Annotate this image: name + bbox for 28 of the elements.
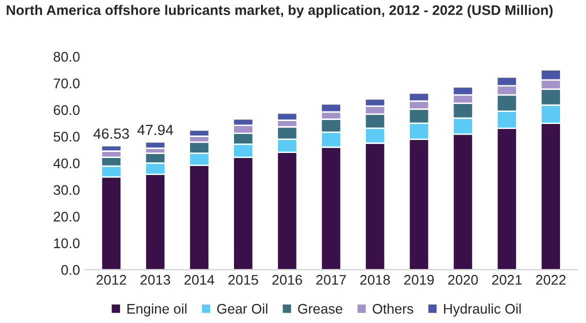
y-tick-label: 20.0 [54, 212, 80, 222]
x-tick-label: 2013 [140, 274, 170, 285]
total-label: 46.53 [93, 128, 129, 139]
legend-label: Grease [298, 304, 342, 314]
y-tick-label: 50.0 [54, 132, 80, 142]
y-tick-label: 0.0 [61, 265, 80, 275]
legend-label: Engine oil [127, 304, 186, 316]
x-tick-label: 2020 [448, 274, 478, 285]
y-tick-label: 10.0 [54, 238, 80, 248]
x-tick-label: 2016 [272, 274, 302, 285]
x-tick-label: 2015 [228, 274, 258, 285]
x-tick-label: 2017 [316, 274, 346, 285]
y-tick-label: 40.0 [53, 158, 80, 168]
y-tick-label: 60.0 [54, 105, 80, 115]
x-tick-label: 2019 [404, 274, 434, 285]
x-tick-label: 2012 [96, 274, 126, 285]
x-tick-label: 2018 [360, 274, 390, 285]
legend-label: Others [372, 304, 414, 314]
legend-label: Hydraulic Oil [444, 304, 521, 316]
y-tick-label: 30.0 [54, 185, 80, 195]
chart-title: North America offshore lubricants market, by application, 2012 - 2022 (USD Million) [6, 4, 553, 18]
total-label: 47.94 [137, 124, 174, 136]
y-tick-label: 80.0 [54, 52, 80, 62]
x-tick-label: 2014 [184, 274, 214, 285]
y-tick-label: 70.0 [54, 78, 80, 88]
x-tick-label: 2021 [492, 274, 522, 285]
x-tick-label: 2022 [536, 274, 566, 285]
legend-label: Gear Oil [217, 304, 268, 314]
